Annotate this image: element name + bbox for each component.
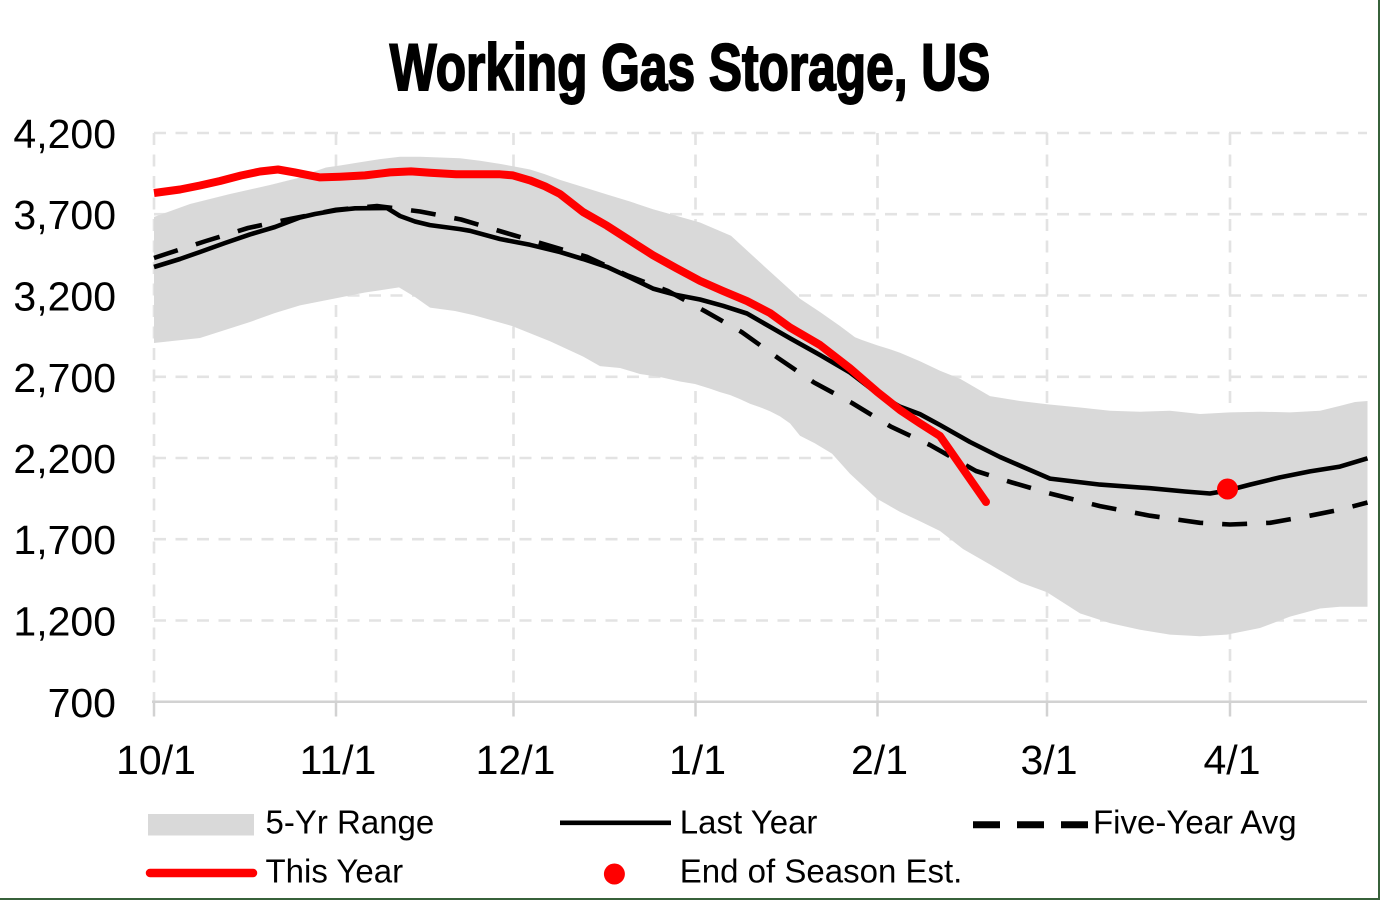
svg-text:This Year: This Year <box>266 853 404 890</box>
svg-text:Last Year: Last Year <box>680 804 818 841</box>
svg-text:12/1: 12/1 <box>476 737 556 783</box>
svg-text:4,200: 4,200 <box>13 111 116 157</box>
svg-text:11/1: 11/1 <box>300 737 377 783</box>
svg-text:3/1: 3/1 <box>1021 737 1078 783</box>
svg-text:4/1: 4/1 <box>1204 737 1261 783</box>
svg-text:Five-Year Avg: Five-Year Avg <box>1093 804 1297 841</box>
svg-text:1,700: 1,700 <box>13 517 116 563</box>
svg-text:2,200: 2,200 <box>13 436 116 482</box>
svg-text:1,200: 1,200 <box>13 599 116 645</box>
svg-text:5-Yr Range: 5-Yr Range <box>266 804 435 841</box>
svg-text:Working Gas Storage, US: Working Gas Storage, US <box>390 31 991 104</box>
svg-text:End of Season Est.: End of Season Est. <box>680 853 963 890</box>
svg-text:10/1: 10/1 <box>116 737 196 783</box>
svg-text:1/1: 1/1 <box>669 737 726 783</box>
svg-text:700: 700 <box>48 680 116 726</box>
svg-text:2/1: 2/1 <box>851 737 908 783</box>
svg-text:2,700: 2,700 <box>13 355 116 401</box>
svg-text:3,200: 3,200 <box>13 274 116 320</box>
svg-text:3,700: 3,700 <box>13 192 116 238</box>
